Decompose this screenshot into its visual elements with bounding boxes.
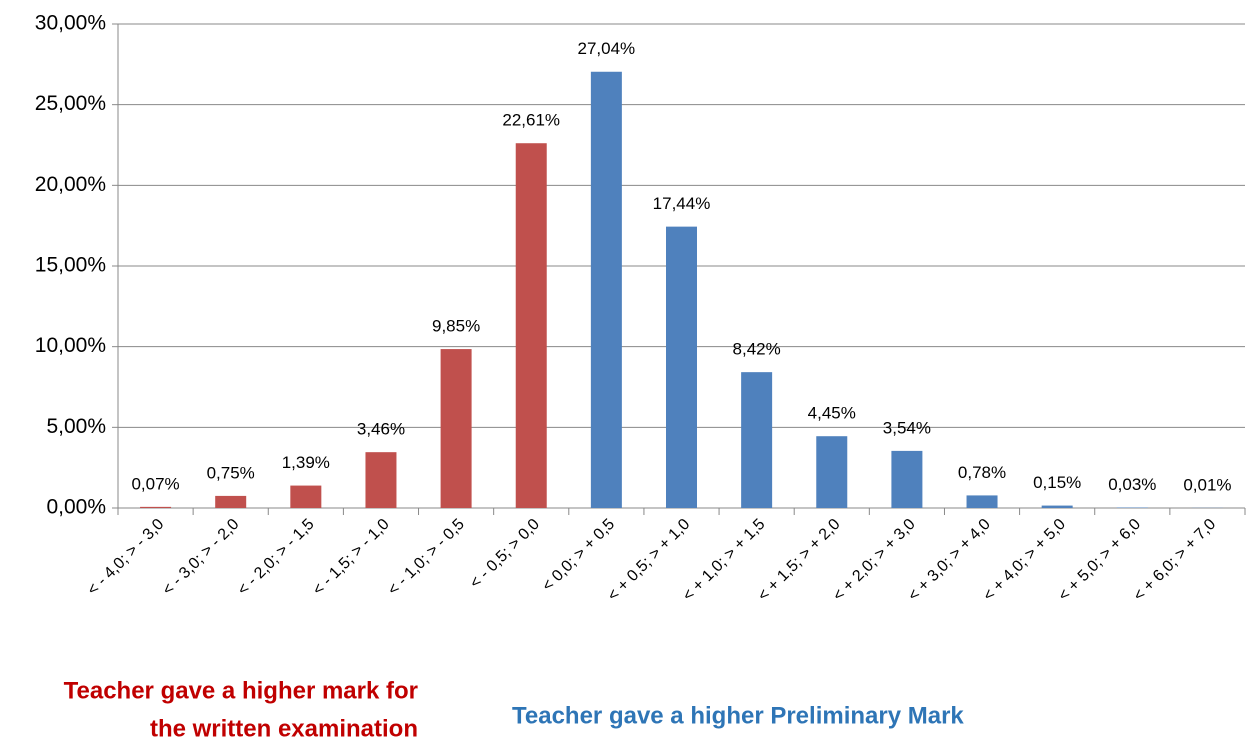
x-tick-label: < - 1,0; > - 0,5 xyxy=(385,516,468,599)
value-label: 0,15% xyxy=(1033,473,1081,492)
bar xyxy=(891,450,923,508)
value-label: 22,61% xyxy=(502,111,560,130)
x-tick-label: < - 0,5; > 0,0 xyxy=(467,516,543,592)
x-tick-label: < - 4,0; > - 3,0 xyxy=(84,516,167,599)
bar xyxy=(666,226,697,508)
bar xyxy=(741,372,773,508)
y-tick-label: 30,00% xyxy=(35,12,106,35)
x-tick-label: < - 2,0; > - 1,5 xyxy=(235,516,318,599)
value-label: 1,39% xyxy=(282,453,330,472)
annotation: the written examination xyxy=(150,715,418,742)
bar xyxy=(290,485,322,508)
value-label: 4,45% xyxy=(808,404,856,423)
value-label: 0,78% xyxy=(958,463,1006,482)
x-tick-label: < - 3,0; > - 2,0 xyxy=(159,516,242,599)
y-tick-label: 0,00% xyxy=(46,496,106,519)
y-tick-label: 25,00% xyxy=(35,92,106,115)
bar xyxy=(215,495,247,508)
value-label: 0,07% xyxy=(131,474,179,493)
x-tick-label: < - 1,5; > - 1,0 xyxy=(310,516,393,599)
bar xyxy=(966,495,998,508)
y-tick-label: 20,00% xyxy=(35,173,106,196)
value-label: 9,85% xyxy=(432,317,480,336)
value-label: 27,04% xyxy=(578,39,636,58)
value-label: 0,03% xyxy=(1108,475,1156,494)
bar xyxy=(440,349,472,508)
value-label: 3,46% xyxy=(357,420,405,439)
y-tick-label: 5,00% xyxy=(46,415,106,438)
value-label: 0,01% xyxy=(1183,475,1231,494)
bar xyxy=(515,143,547,508)
value-label: 0,75% xyxy=(207,463,255,482)
value-label: 8,42% xyxy=(733,340,781,359)
value-label: 17,44% xyxy=(653,194,711,213)
annotation: Teacher gave a higher Preliminary Mark xyxy=(512,702,964,729)
bar xyxy=(1041,505,1073,508)
x-tick-label: < + 6,0; > + 7,0 xyxy=(1130,516,1219,605)
value-label: 3,54% xyxy=(883,418,931,437)
x-tick-label: < 0,0; > + 0,5 xyxy=(539,516,618,595)
bar xyxy=(365,452,397,508)
annotation: Teacher gave a higher mark for xyxy=(64,677,418,704)
y-tick-label: 10,00% xyxy=(35,334,106,357)
bar xyxy=(140,506,172,508)
y-tick-label: 15,00% xyxy=(35,254,106,277)
bar xyxy=(816,436,848,508)
bar xyxy=(590,71,622,508)
